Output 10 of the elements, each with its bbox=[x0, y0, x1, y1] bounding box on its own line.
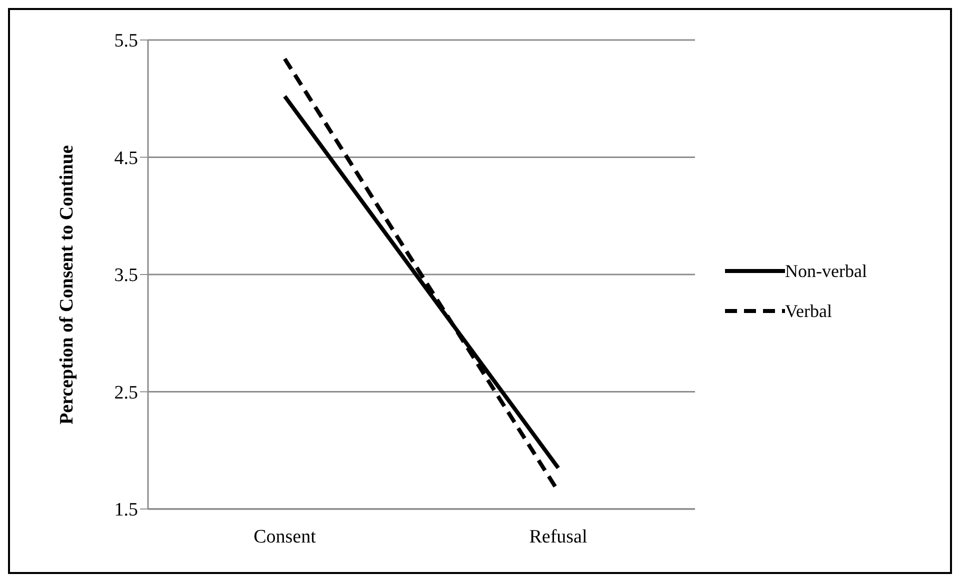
y-axis-title: Perception of Consent to Continue bbox=[56, 145, 78, 424]
x-tick-label: Refusal bbox=[529, 526, 588, 548]
y-tick-label: 5.5 bbox=[114, 30, 138, 52]
x-tick-label: Consent bbox=[254, 526, 317, 548]
y-tick-label: 2.5 bbox=[114, 382, 138, 404]
y-tick-label: 1.5 bbox=[114, 500, 138, 521]
y-tick-label: 3.5 bbox=[114, 265, 138, 286]
y-tick-label: 4.5 bbox=[114, 148, 138, 169]
legend-label: Non-verbal bbox=[785, 260, 867, 282]
legend-label: Verbal bbox=[785, 300, 832, 322]
